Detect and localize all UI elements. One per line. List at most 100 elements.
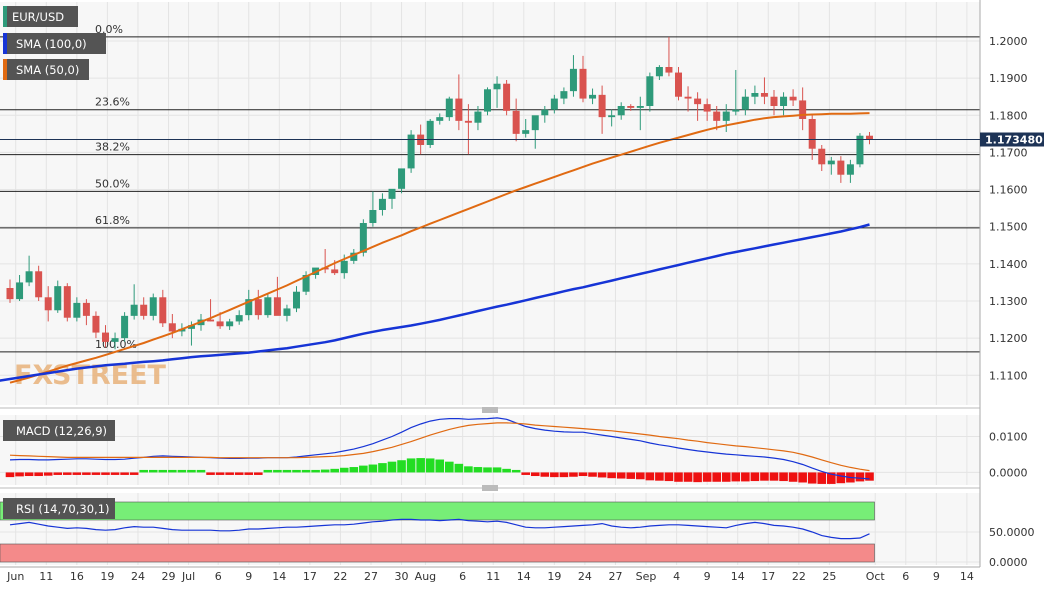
x-tick-27: 25 xyxy=(822,570,836,583)
legend-macd[interactable]: MACD (12,26,9) xyxy=(3,420,115,441)
legend-sma50-bg xyxy=(3,59,89,80)
macd-hist-bar-72 xyxy=(693,472,702,483)
legend-rsi-marker xyxy=(3,498,7,519)
candle-body-59 xyxy=(569,68,577,92)
macd-hist-bar-16 xyxy=(158,469,168,473)
y-axis-labels: 1.1100 1.1200 1.1300 1.1400 1.1500 1.1600 1.17… xyxy=(989,35,1035,569)
macd-hist-bar-21 xyxy=(206,472,215,475)
macd-hist-bar-49 xyxy=(473,467,483,473)
macd-hist-bar-53 xyxy=(511,469,521,473)
candle-body-22 xyxy=(216,321,224,327)
macd-hist-bar-22 xyxy=(215,472,225,475)
current-price-label: 1.173480 xyxy=(985,134,1043,147)
legend-sma100[interactable]: SMA (100,0) xyxy=(3,33,106,54)
sma100-line xyxy=(0,223,870,382)
macd-hist-bar-24 xyxy=(234,472,244,475)
current-price-box xyxy=(980,132,1044,147)
candle-body-57 xyxy=(550,98,558,110)
x-tick-12: 27 xyxy=(364,570,378,583)
candle-body-16 xyxy=(159,297,167,324)
candle-body-29 xyxy=(283,308,291,316)
x-tick-17: 14 xyxy=(517,570,531,583)
candle-body-52 xyxy=(503,83,511,111)
macd-hist-bar-34 xyxy=(330,468,339,473)
candle-body-45 xyxy=(436,117,444,121)
candle-body-36 xyxy=(350,252,358,261)
macd-hist-bar-68 xyxy=(655,472,664,481)
candle-body-85 xyxy=(818,148,826,165)
macd-hist-bar-0 xyxy=(5,472,15,478)
candle-body-82 xyxy=(789,96,797,101)
panel-resize-handle-1[interactable] xyxy=(482,407,498,413)
x-tick-6: Jul xyxy=(181,570,195,583)
candle-body-1 xyxy=(16,282,24,300)
macd-hist-bar-80 xyxy=(769,472,779,481)
macd-hist-bar-35 xyxy=(339,467,349,473)
macd-hist-bar-59 xyxy=(569,472,578,477)
candle-body-56 xyxy=(541,109,549,116)
y-tick-price-3: 1.1400 xyxy=(989,258,1028,271)
y-tick-price-1: 1.1200 xyxy=(989,332,1028,345)
candle-body-44 xyxy=(426,120,434,145)
y-tick-rsi-1: 0.0000 xyxy=(989,556,1028,569)
candle-body-73 xyxy=(703,104,711,112)
x-tick-24: 14 xyxy=(731,570,745,583)
candle-body-55 xyxy=(531,115,539,131)
x-tick-8: 9 xyxy=(245,570,252,583)
legend-sma50[interactable]: SMA (50,0) xyxy=(3,59,89,80)
macd-hist-bar-51 xyxy=(492,467,502,473)
macd-hist-bar-77 xyxy=(741,472,750,482)
macd-hist-bar-61 xyxy=(588,472,597,477)
macd-hist-bar-64 xyxy=(616,472,626,479)
macd-hist-bar-10 xyxy=(101,472,110,475)
macd-hist-bar-89 xyxy=(855,472,865,482)
candle-body-48 xyxy=(464,120,472,123)
candle-body-88 xyxy=(846,164,854,175)
candle-body-46 xyxy=(445,98,453,118)
candle-body-63 xyxy=(608,115,616,118)
y-tick-price-6: 1.1700 xyxy=(989,146,1028,159)
macd-hist-bar-46 xyxy=(445,461,454,473)
rsi-oversold-zone xyxy=(0,543,875,563)
x-tick-18: 19 xyxy=(547,570,561,583)
macd-hist-bar-58 xyxy=(559,472,569,478)
legend-sma100-marker xyxy=(3,33,7,54)
macd-hist-bar-66 xyxy=(636,472,645,480)
macd-hist-bar-41 xyxy=(397,460,406,473)
x-tick-9: 14 xyxy=(272,570,286,583)
macd-hist-bar-45 xyxy=(435,459,445,473)
macd-hist-bar-25 xyxy=(244,472,254,475)
candle-body-4 xyxy=(44,297,52,311)
macd-hist-bar-54 xyxy=(521,472,530,475)
macd-hist-bar-2 xyxy=(24,472,34,477)
macd-hist-bar-7 xyxy=(72,472,82,475)
panel-resize-handle-2[interactable] xyxy=(482,485,498,491)
x-tick-3: 19 xyxy=(100,570,114,583)
x-tick-21: Sep xyxy=(636,570,657,583)
legend-sma50-label: SMA (50,0) xyxy=(16,63,79,77)
x-tick-31: 14 xyxy=(960,570,974,583)
candle-body-81 xyxy=(780,96,788,106)
candle-body-25 xyxy=(245,299,253,316)
legend-macd-marker xyxy=(3,420,7,441)
legend-rsi[interactable]: RSI (14,70,30,1) xyxy=(3,498,115,519)
macd-hist-bar-37 xyxy=(359,465,368,473)
candle-body-3 xyxy=(35,271,43,298)
candle-body-35 xyxy=(340,260,348,274)
y-tick-price-4: 1.1500 xyxy=(989,221,1028,234)
candle-body-5 xyxy=(54,286,62,311)
x-tick-11: 22 xyxy=(333,570,347,583)
x-tick-1: 11 xyxy=(39,570,53,583)
y-tick-price-7: 1.1800 xyxy=(989,109,1028,122)
fib-label-2: 38.2% xyxy=(95,141,130,154)
legend-macd-label: MACD (12,26,9) xyxy=(16,424,107,438)
legend-macd-bg xyxy=(3,420,115,441)
macd-hist-bar-20 xyxy=(196,469,206,473)
candle-body-54 xyxy=(522,130,530,134)
candle-body-19 xyxy=(187,325,195,329)
candle-body-31 xyxy=(302,275,310,292)
y-tick-macd-0: 0.0100 xyxy=(989,431,1028,444)
legend-symbol[interactable]: EUR/USD xyxy=(3,6,78,27)
